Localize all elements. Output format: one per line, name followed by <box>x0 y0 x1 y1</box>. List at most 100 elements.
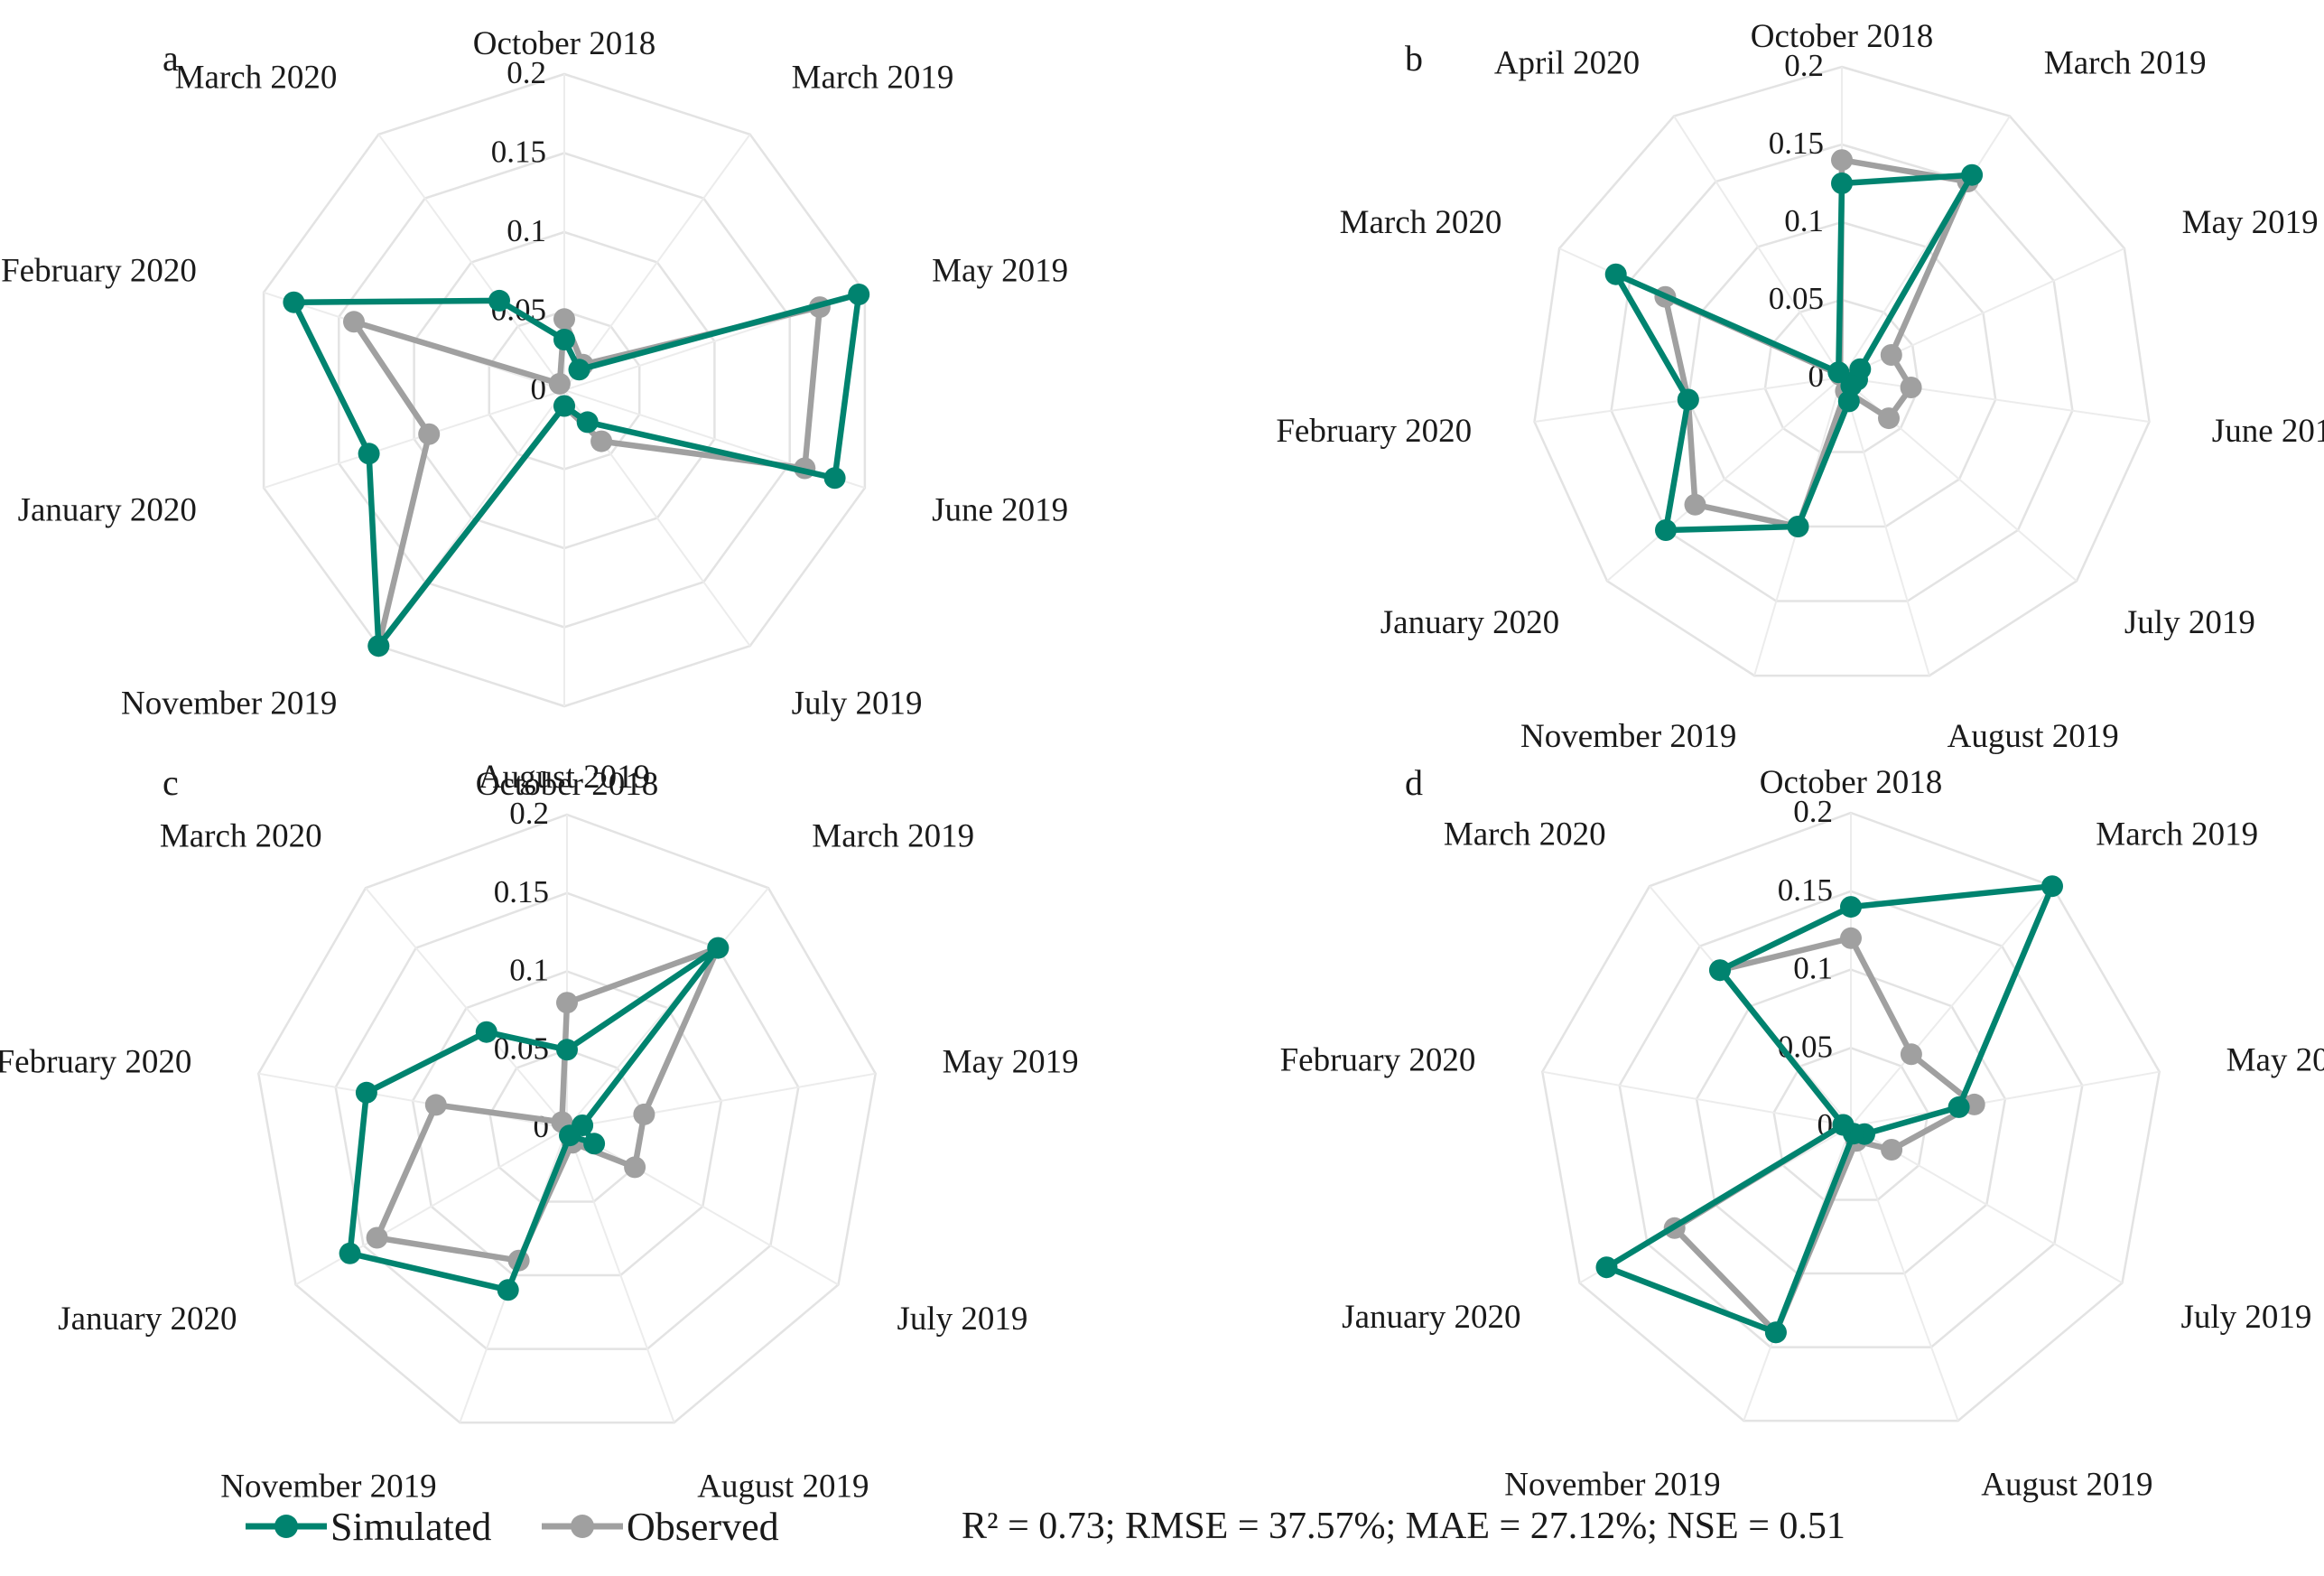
category-label: March 2019 <box>812 818 974 855</box>
category-label: May 2019 <box>932 253 1068 290</box>
data-point-observed <box>556 992 578 1014</box>
data-point-simulated <box>488 289 510 312</box>
grid-spoke <box>1673 116 1843 378</box>
category-label: November 2019 <box>220 1469 436 1506</box>
grid-spoke <box>1841 377 1930 676</box>
grid-spoke <box>563 134 751 391</box>
tick-label: 0 <box>534 1109 550 1144</box>
tick-label: 0.15 <box>1778 872 1833 908</box>
series-line-simulated <box>1613 172 1975 534</box>
category-label: March 2020 <box>160 818 322 855</box>
grid-ring-2 <box>1695 968 2007 1275</box>
panel-letter: c <box>163 762 179 803</box>
grid-spoke <box>1850 1125 1959 1422</box>
grid-spoke <box>1841 116 2011 378</box>
data-point-simulated <box>475 1021 497 1043</box>
grid-spoke <box>1606 377 1843 583</box>
data-point-simulated <box>553 329 575 350</box>
data-point-simulated <box>1764 1321 1787 1344</box>
category-label: October 2018 <box>1751 18 1933 55</box>
category-label: June 2019 <box>932 491 1068 528</box>
tick-label: 0.2 <box>1793 794 1833 829</box>
data-point-observed <box>343 311 365 333</box>
category-label: January 2020 <box>1342 1299 1520 1336</box>
series-line-simulated <box>1604 882 2056 1336</box>
data-point-simulated <box>358 443 380 465</box>
data-point-simulated <box>367 635 390 657</box>
data-point-observed <box>366 1226 388 1249</box>
data-point-observed <box>418 423 441 445</box>
grid-ring-4 <box>1540 811 2161 1422</box>
tick-label: 0.2 <box>1784 48 1824 83</box>
data-point-simulated <box>1832 1114 1855 1136</box>
data-point-observed <box>1900 377 1922 398</box>
category-label: May 2019 <box>943 1044 1079 1081</box>
data-point-simulated <box>1709 959 1731 982</box>
grid-spoke <box>263 389 565 490</box>
grid-ring-1 <box>1772 1046 1929 1201</box>
data-point-simulated <box>1831 173 1853 194</box>
grid-spoke <box>1850 885 2053 1127</box>
data-point-observed <box>633 1103 655 1125</box>
category-label: July 2019 <box>2124 604 2255 641</box>
data-point-simulated <box>339 1242 361 1264</box>
category-label: May 2019 <box>2226 1042 2324 1079</box>
grid-spoke <box>365 887 568 1129</box>
grid-spoke <box>258 1072 568 1129</box>
grid-ring-1 <box>488 1048 646 1203</box>
data-point-observed <box>1840 927 1862 949</box>
grid-spoke <box>566 1127 675 1423</box>
category-label: October 2018 <box>476 766 658 803</box>
data-point-observed <box>424 1094 447 1116</box>
category-label: March 2020 <box>175 60 338 97</box>
data-point-observed <box>1831 149 1853 172</box>
data-point-simulated <box>823 467 846 490</box>
category-label: August 2019 <box>1948 718 2119 755</box>
category-label: July 2019 <box>792 685 923 722</box>
tick-label: 0.15 <box>1769 126 1824 161</box>
tick-label: 0.1 <box>1784 203 1824 238</box>
tick-label: 0.05 <box>1769 281 1824 316</box>
category-label: March 2020 <box>1444 816 1606 853</box>
category-label: May 2019 <box>2182 204 2319 241</box>
data-point-simulated <box>1840 896 1862 919</box>
category-label: August 2019 <box>697 1469 869 1506</box>
panel-letter: b <box>1405 38 1423 79</box>
category-label: November 2019 <box>1504 1467 1720 1504</box>
category-label: November 2019 <box>1520 718 1736 755</box>
tick-label: 0.1 <box>509 953 549 988</box>
category-label: November 2019 <box>121 685 337 722</box>
grid-ring-3 <box>1618 890 2084 1348</box>
grid-ring-2 <box>1687 220 1997 528</box>
category-label: October 2018 <box>473 25 655 62</box>
category-label: March 2019 <box>792 60 954 97</box>
data-point-simulated <box>559 1124 581 1147</box>
data-point-simulated <box>1677 388 1699 411</box>
legend: Simulated Observed <box>246 1505 779 1549</box>
category-label: January 2020 <box>58 1301 237 1338</box>
data-point-observed <box>1684 493 1706 516</box>
legend-simulated-marker <box>274 1515 298 1538</box>
grid-spoke <box>566 1127 840 1286</box>
category-label: March 2020 <box>1340 204 1502 241</box>
data-point-simulated <box>707 937 730 959</box>
data-point-observed <box>1878 407 1900 430</box>
grid-ring-3 <box>1610 143 2074 602</box>
tick-label: 0.1 <box>507 213 546 248</box>
data-point-simulated <box>553 395 575 417</box>
data-point-simulated <box>556 1039 578 1061</box>
data-point-simulated <box>583 1133 606 1155</box>
category-label: February 2020 <box>1280 1042 1476 1079</box>
grid-spoke <box>566 887 769 1129</box>
grid-ring-3 <box>334 891 800 1350</box>
category-label: August 2019 <box>1981 1467 2152 1504</box>
category-label: August 2019 <box>479 759 650 796</box>
data-point-simulated <box>1827 361 1850 384</box>
tick-label: 0.05 <box>1778 1029 1833 1064</box>
series-line-simulated <box>347 945 721 1293</box>
category-label: October 2018 <box>1760 764 1942 801</box>
